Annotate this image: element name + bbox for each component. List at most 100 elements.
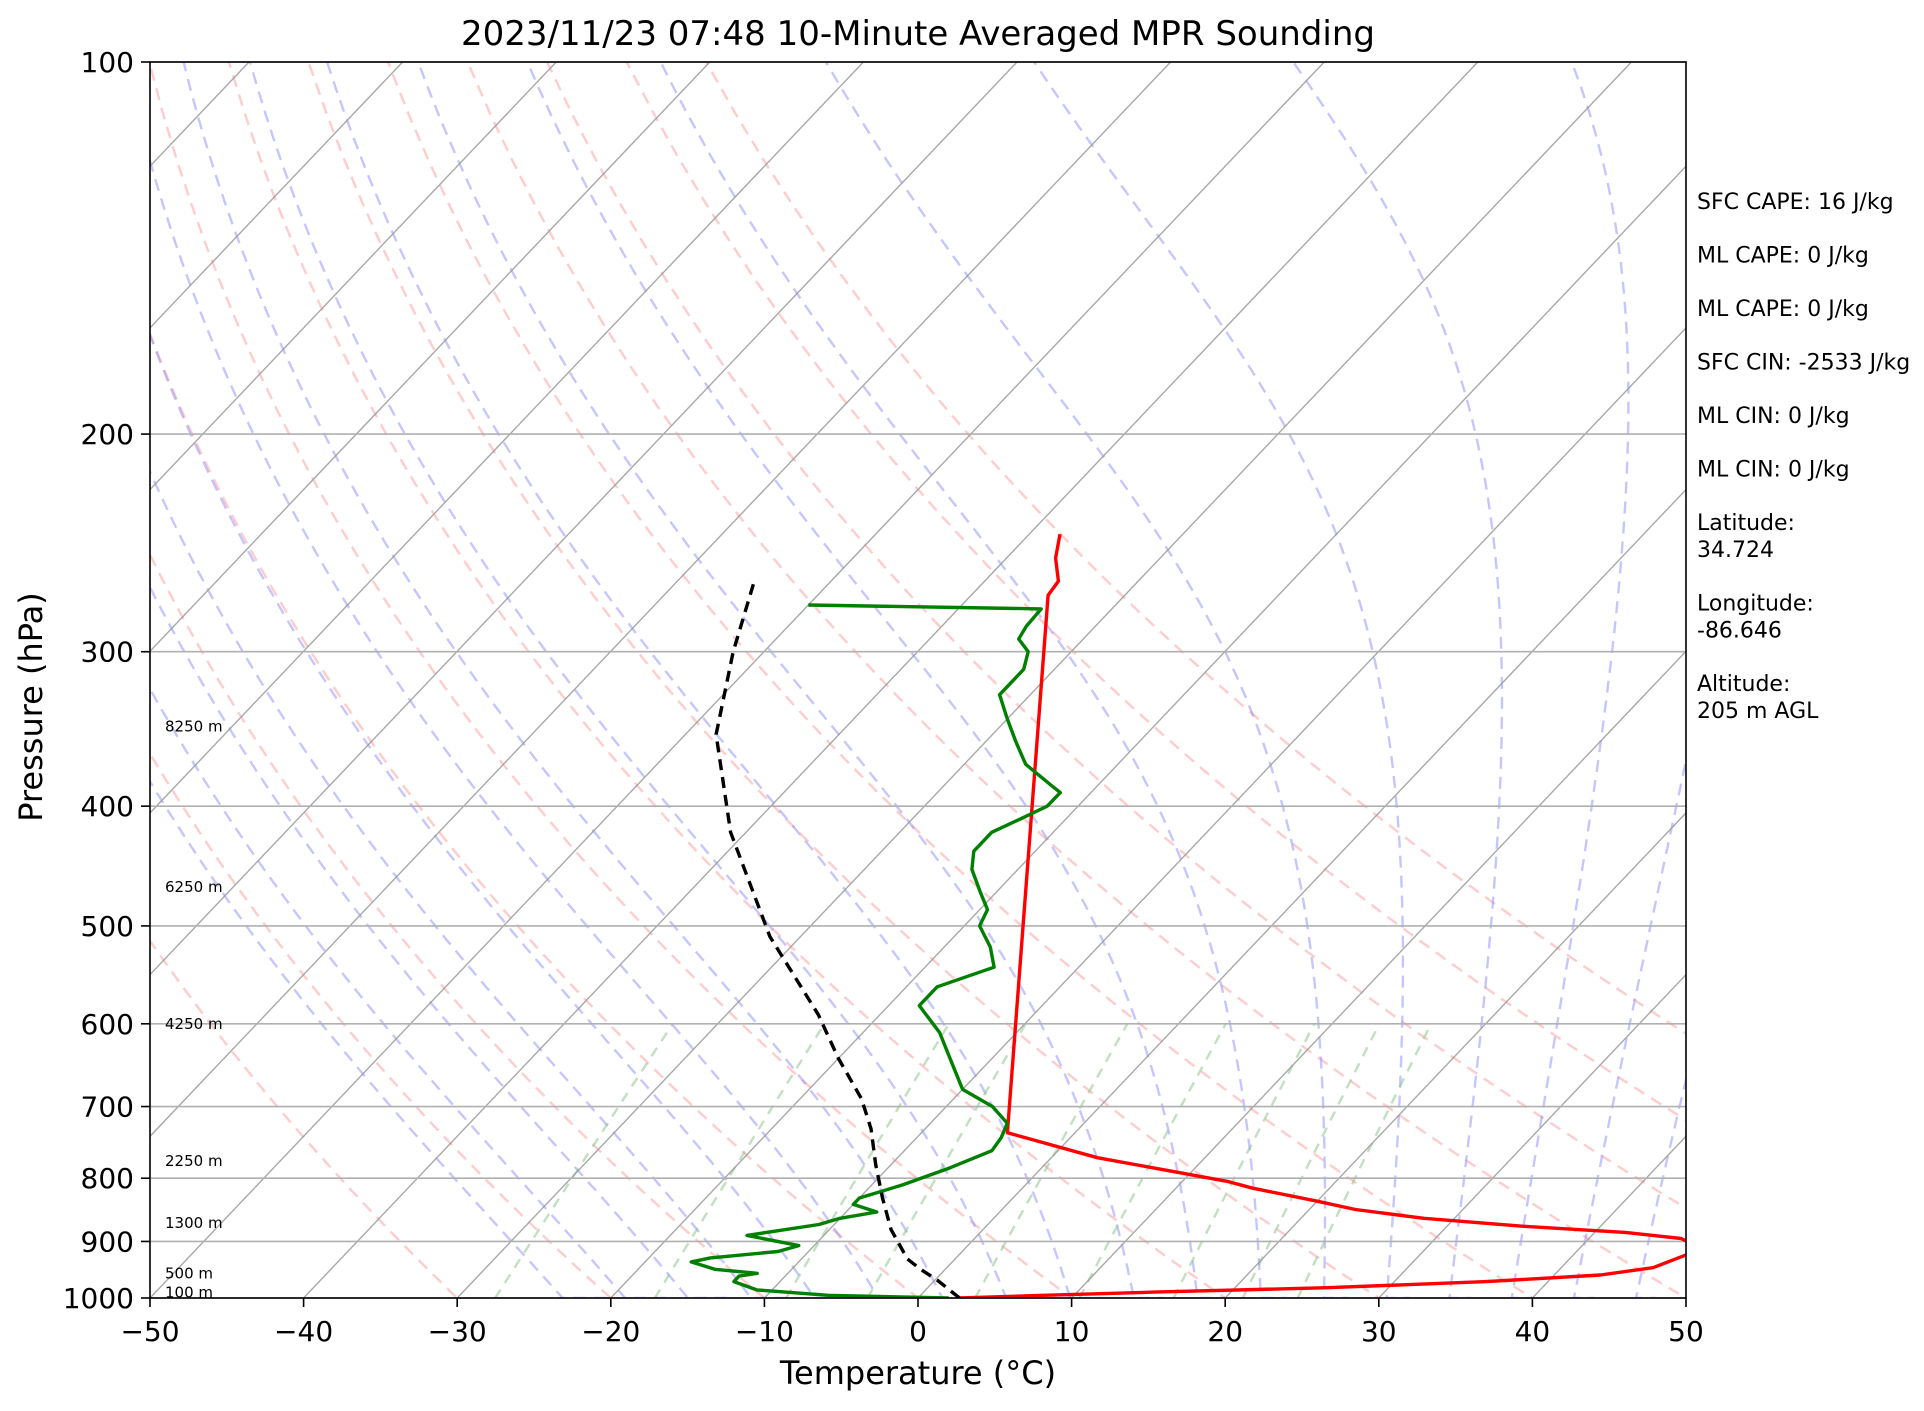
height-labels: 100 m 500 m 1300 m 2250 m 4250 m 6250 m 8250 m: [165, 718, 223, 1302]
isotherm-line: [1224, 811, 1686, 1298]
dry-adiabat-line: [546, 62, 1686, 1210]
info-item: ML CAPE: 0 J/kg: [1697, 244, 1869, 269]
dry-adiabat-line: [227, 62, 1228, 1298]
y-tick-label: 900: [81, 1225, 134, 1258]
x-tick-label: 20: [1207, 1315, 1243, 1348]
isotherm-line: [150, 62, 1172, 1138]
y-tick-label: 800: [81, 1162, 134, 1195]
height-label: 100 m: [165, 1284, 213, 1302]
dry-adiabat-line: [625, 62, 1686, 1122]
height-label: 6250 m: [165, 878, 223, 896]
moist-adiabat-line: [1033, 62, 1411, 1298]
mixing-ratio-line: [866, 1023, 1027, 1298]
y-tick-label: 100: [81, 46, 134, 79]
isotherm-line: [150, 62, 557, 491]
x-axis-ticks: −50 −40 −30 −20 −10 0 10 20 30 40 50: [120, 1298, 1704, 1348]
x-tick-label: 0: [909, 1315, 927, 1348]
x-tick-label: −10: [735, 1315, 794, 1348]
x-tick-label: 30: [1361, 1315, 1397, 1348]
parcel-line: [714, 580, 961, 1298]
isotherm-line: [150, 62, 404, 329]
x-tick-label: −20: [581, 1315, 640, 1348]
mixing-ratio-line: [1078, 1023, 1227, 1298]
y-tick-label: 200: [81, 418, 134, 451]
info-item: Longitude: -86.646: [1697, 592, 1814, 644]
y-axis-ticks: 1000 900 800 700 600 500 400 300 200 100: [63, 46, 150, 1315]
y-tick-label: 1000: [63, 1282, 134, 1315]
moist-adiabat-line: [1572, 755, 1686, 1298]
mixing-ratio-line: [653, 1023, 826, 1298]
isotherm-line: [917, 488, 1686, 1298]
x-tick-label: 40: [1515, 1315, 1551, 1348]
info-item: ML CIN: 0 J/kg: [1697, 458, 1850, 483]
dry-adiabat-line: [150, 62, 1074, 1298]
y-axis-label: Pressure (hPa): [12, 592, 50, 822]
info-item: SFC CAPE: 16 J/kg: [1697, 190, 1894, 215]
isotherm-line: [456, 62, 1632, 1298]
isotherm-line: [150, 62, 1018, 976]
info-item: ML CAPE: 0 J/kg: [1697, 297, 1869, 322]
moist-adiabat-line: [182, 62, 981, 1298]
moist-adiabat-line: [824, 62, 1350, 1298]
moist-adiabat-line: [248, 62, 1043, 1298]
dry-adiabat-line: [150, 938, 459, 1298]
dry-adiabat-line: [705, 62, 1686, 1036]
moist-adiabat-line: [1292, 62, 1504, 1298]
isotherm-line: [150, 62, 864, 814]
y-tick-label: 600: [81, 1008, 134, 1041]
mixing-ratio-line: [974, 1023, 1129, 1298]
moist-adiabat-line: [150, 331, 858, 1298]
x-tick-label: 10: [1054, 1315, 1090, 1348]
y-tick-label: 500: [81, 910, 134, 943]
height-label: 8250 m: [165, 718, 223, 736]
dry-adiabat-line: [386, 62, 1535, 1298]
dry-adiabat-line: [150, 751, 613, 1298]
background-lines: [150, 62, 1686, 1298]
dewpoint-line: [689, 603, 1063, 1298]
isotherm-line: [1377, 973, 1686, 1298]
chart-title: 2023/11/23 07:48 10-Minute Averaged MPR …: [461, 14, 1375, 54]
moist-adiabat-line: [325, 62, 1104, 1298]
height-label: 2250 m: [165, 1152, 223, 1170]
y-tick-label: 400: [81, 790, 134, 823]
x-tick-label: −30: [428, 1315, 487, 1348]
moist-adiabat-line: [150, 468, 797, 1298]
height-label: 4250 m: [165, 1015, 223, 1033]
moist-adiabat-line: [1634, 1074, 1686, 1298]
isotherm-line: [763, 326, 1686, 1298]
y-tick-label: 700: [81, 1091, 134, 1124]
x-tick-label: −40: [274, 1315, 333, 1348]
info-panel: SFC CAPE: 16 J/kg ML CAPE: 0 J/kg ML CAPE:…: [1697, 190, 1910, 724]
moist-adiabat-line: [659, 62, 1288, 1298]
x-tick-label: −50: [120, 1315, 179, 1348]
isotherm-line: [150, 62, 711, 653]
info-item: ML CIN: 0 J/kg: [1697, 404, 1850, 429]
moist-adiabat-line: [417, 62, 1166, 1298]
moist-adiabat-line: [150, 584, 736, 1298]
moist-adiabat-line: [150, 686, 674, 1298]
sounding-series: [689, 533, 1686, 1298]
height-label: 500 m: [165, 1264, 213, 1282]
moist-adiabat-line: [1510, 62, 1630, 1298]
dry-adiabat-line: [150, 330, 920, 1298]
moist-adiabat-line: [150, 156, 920, 1298]
info-item: Latitude: 34.724: [1697, 511, 1795, 563]
dry-adiabat-line: [466, 62, 1686, 1298]
dry-adiabat-line: [150, 552, 767, 1298]
height-label: 1300 m: [165, 1214, 223, 1232]
isotherm-line: [302, 62, 1479, 1298]
mixing-ratio-line: [1241, 1023, 1381, 1298]
x-tick-label: 50: [1668, 1315, 1704, 1348]
dry-adiabat-line: [307, 62, 1382, 1298]
info-item: SFC CIN: -2533 J/kg: [1697, 351, 1910, 376]
info-item: Altitude: 205 m AGL: [1697, 672, 1819, 724]
isotherm-line: [1070, 650, 1686, 1298]
mixing-ratio-line: [785, 1023, 950, 1298]
y-tick-label: 300: [81, 636, 134, 669]
mixing-ratio-line: [494, 1023, 674, 1298]
mixing-ratio-line: [1296, 1023, 1433, 1298]
isotherm-line: [609, 165, 1686, 1298]
temperature-line: [959, 533, 1686, 1298]
